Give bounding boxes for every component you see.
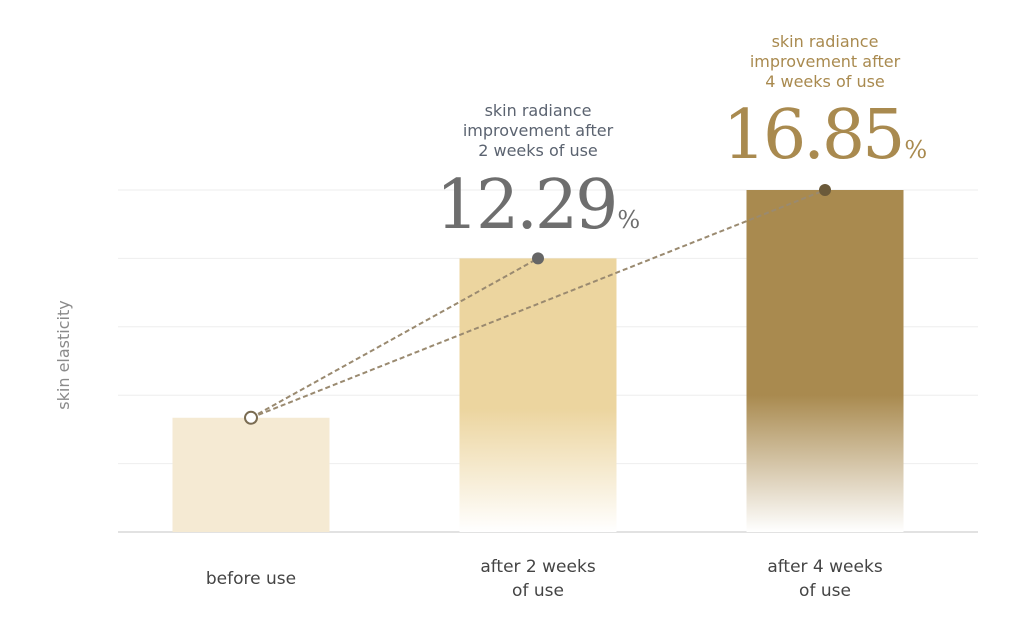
- x-tick-label: after 4 weeks: [767, 557, 883, 577]
- annotation-value: 16.85%: [723, 96, 927, 175]
- bar-3: [746, 190, 904, 532]
- trend-line: [250, 189, 826, 419]
- bar-2: [459, 258, 617, 532]
- value-number: 16.85: [723, 96, 903, 175]
- data-point: [244, 410, 258, 425]
- x-tick-label: of use: [799, 581, 851, 601]
- annotation-label: 2 weeks of use: [478, 141, 598, 160]
- x-tick-label: before use: [206, 569, 296, 589]
- data-point: [532, 252, 544, 265]
- annotation-value: 12.29%: [436, 166, 640, 245]
- y-axis-label: skin elasticity: [54, 300, 73, 409]
- value-unit: %: [617, 206, 640, 234]
- x-tick-label: of use: [512, 581, 564, 601]
- annotation-label: skin radiance: [772, 32, 879, 51]
- value-number: 12.29: [436, 166, 616, 245]
- data-point: [819, 184, 831, 196]
- bar-1: [172, 417, 330, 532]
- trend-line: [250, 257, 539, 419]
- annotation-label: 4 weeks of use: [765, 72, 885, 91]
- annotation-label: improvement after: [750, 52, 901, 71]
- x-tick-label: after 2 weeks: [480, 557, 596, 577]
- value-unit: %: [904, 136, 927, 164]
- annotation-label: improvement after: [463, 121, 614, 140]
- annotation-label: skin radiance: [485, 101, 592, 120]
